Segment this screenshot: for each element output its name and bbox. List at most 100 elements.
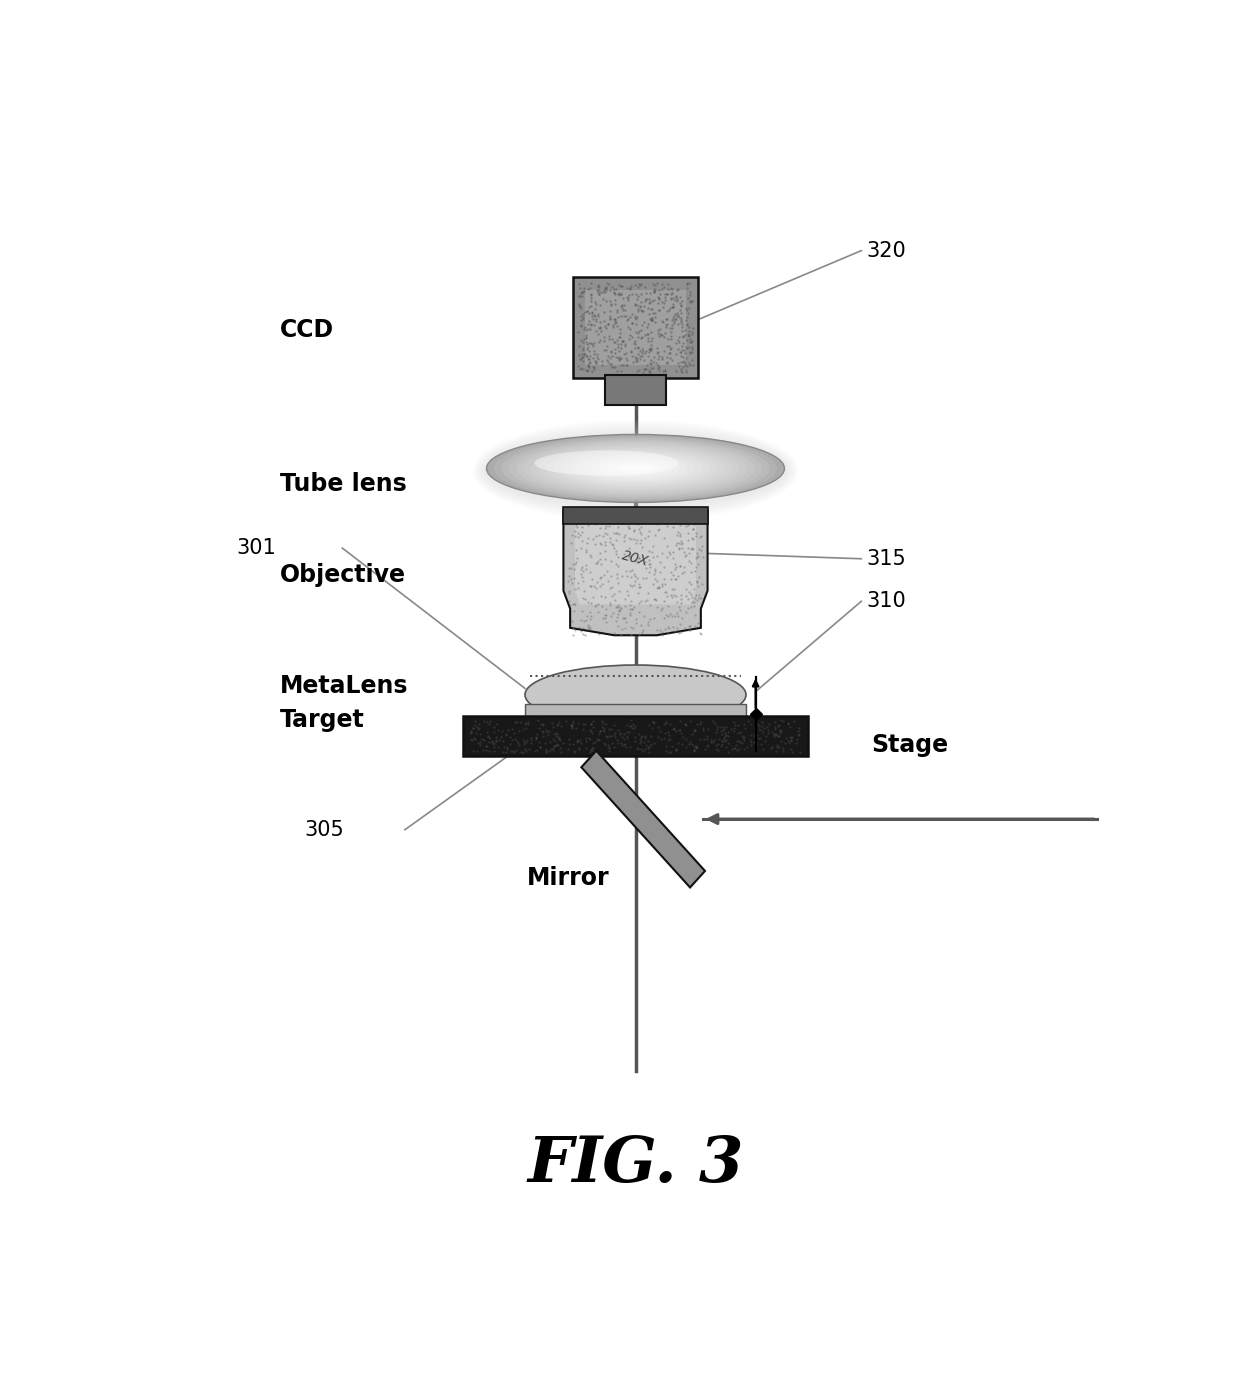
Point (622, 351, 642, 373)
Point (529, 718, 549, 740)
Point (667, 617, 687, 639)
Text: 301: 301 (237, 538, 277, 558)
Point (692, 592, 712, 614)
Point (676, 342, 696, 364)
Point (606, 522, 626, 544)
Point (761, 736, 781, 758)
Point (655, 573, 675, 595)
Point (611, 624, 631, 646)
Point (764, 724, 784, 747)
Bar (573, 277, 698, 378)
Point (687, 713, 707, 736)
Point (666, 621, 686, 643)
Point (661, 322, 681, 344)
Ellipse shape (568, 453, 703, 484)
Point (551, 741, 570, 763)
Point (620, 737, 640, 759)
Point (639, 741, 658, 763)
Point (708, 733, 728, 755)
Point (480, 740, 500, 762)
Point (577, 345, 596, 367)
Point (569, 348, 589, 370)
Point (668, 520, 688, 542)
Point (502, 719, 522, 741)
Point (683, 538, 703, 560)
Point (636, 734, 656, 756)
Point (676, 360, 696, 382)
Point (580, 719, 600, 741)
Point (672, 733, 692, 755)
Point (738, 711, 758, 733)
Point (715, 722, 735, 744)
Text: 310: 310 (866, 591, 906, 611)
Point (718, 741, 738, 763)
Text: 315: 315 (866, 549, 906, 569)
Point (676, 309, 696, 331)
Point (639, 288, 658, 311)
Point (666, 342, 686, 364)
Point (463, 716, 482, 738)
Point (476, 736, 496, 758)
Point (715, 724, 735, 747)
Point (640, 360, 660, 382)
Point (584, 511, 604, 533)
Point (641, 357, 661, 380)
Point (521, 729, 541, 751)
Point (618, 355, 637, 377)
Point (635, 738, 655, 760)
Point (682, 320, 702, 342)
Point (655, 322, 675, 344)
Point (672, 533, 692, 555)
Point (578, 515, 598, 537)
Point (606, 596, 626, 618)
Point (672, 537, 692, 559)
Point (680, 733, 699, 755)
Point (627, 301, 647, 323)
Point (624, 563, 644, 585)
Point (647, 513, 667, 535)
Point (590, 720, 610, 742)
Point (636, 506, 656, 529)
Point (611, 283, 631, 305)
Point (489, 730, 508, 752)
Point (673, 324, 693, 346)
Point (668, 622, 688, 644)
Point (632, 537, 652, 559)
Point (689, 584, 709, 606)
Point (662, 297, 682, 319)
Point (601, 533, 621, 555)
Point (657, 352, 677, 374)
Point (646, 577, 666, 599)
Point (682, 723, 702, 745)
Text: MetaLens: MetaLens (280, 675, 408, 698)
Point (662, 736, 682, 758)
Point (655, 527, 675, 549)
Ellipse shape (613, 464, 658, 473)
Point (672, 306, 692, 328)
Point (572, 516, 591, 538)
Point (682, 537, 702, 559)
Point (603, 316, 622, 338)
Point (758, 716, 777, 738)
Point (662, 309, 682, 331)
Point (596, 726, 616, 748)
Point (635, 551, 655, 573)
Point (461, 722, 481, 744)
Point (666, 308, 686, 330)
Point (595, 277, 615, 299)
Point (611, 346, 631, 368)
Point (649, 356, 668, 378)
Point (590, 518, 610, 540)
Bar (584, 290, 687, 366)
Point (629, 573, 649, 595)
Point (603, 602, 622, 624)
Point (608, 730, 627, 752)
Point (686, 556, 706, 578)
Point (773, 737, 792, 759)
Point (609, 284, 629, 306)
Point (616, 560, 636, 582)
Point (681, 552, 701, 574)
Point (559, 591, 579, 613)
Ellipse shape (605, 462, 666, 475)
Point (635, 295, 655, 317)
